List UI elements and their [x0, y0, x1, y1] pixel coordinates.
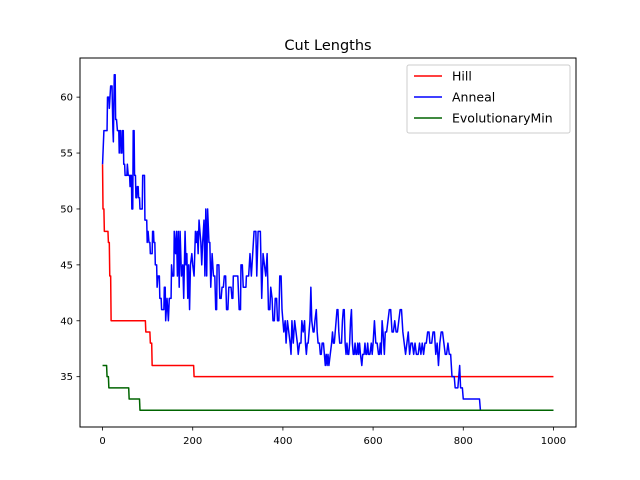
- legend-label-evolutionarymin: EvolutionaryMin: [452, 111, 553, 126]
- y-tick-label: 55: [60, 149, 73, 160]
- series-line-evolutionarymin: [102, 364, 554, 411]
- legend-label-hill: Hill: [452, 69, 472, 84]
- series-line-anneal: [101, 74, 554, 411]
- series-layer: [101, 74, 554, 411]
- chart-title: Cut Lengths: [284, 38, 371, 54]
- y-tick-label: 35: [60, 372, 73, 383]
- series-line-hill: [101, 164, 554, 378]
- x-tick-label: 600: [364, 436, 383, 447]
- plot-frame: [79, 57, 577, 428]
- y-tick-label: 40: [60, 316, 73, 327]
- y-tick-label: 50: [60, 204, 73, 215]
- x-tick-label: 1000: [541, 436, 566, 447]
- x-tick-label: 800: [454, 436, 473, 447]
- legend-box: [406, 64, 571, 134]
- x-tick-label: 400: [273, 436, 292, 447]
- y-axis: 35 40 45 50 55 60: [60, 93, 80, 383]
- x-axis: 0 200 400 600 800 1000: [99, 427, 566, 447]
- x-tick-label: 200: [183, 436, 202, 447]
- legend-label-anneal: Anneal: [452, 90, 495, 105]
- y-tick-label: 60: [60, 93, 73, 104]
- y-tick-label: 45: [60, 260, 73, 271]
- legend: Hill Anneal EvolutionaryMin: [406, 64, 571, 134]
- legend-entries: Hill Anneal EvolutionaryMin: [414, 69, 553, 126]
- x-tick-label: 0: [99, 436, 105, 447]
